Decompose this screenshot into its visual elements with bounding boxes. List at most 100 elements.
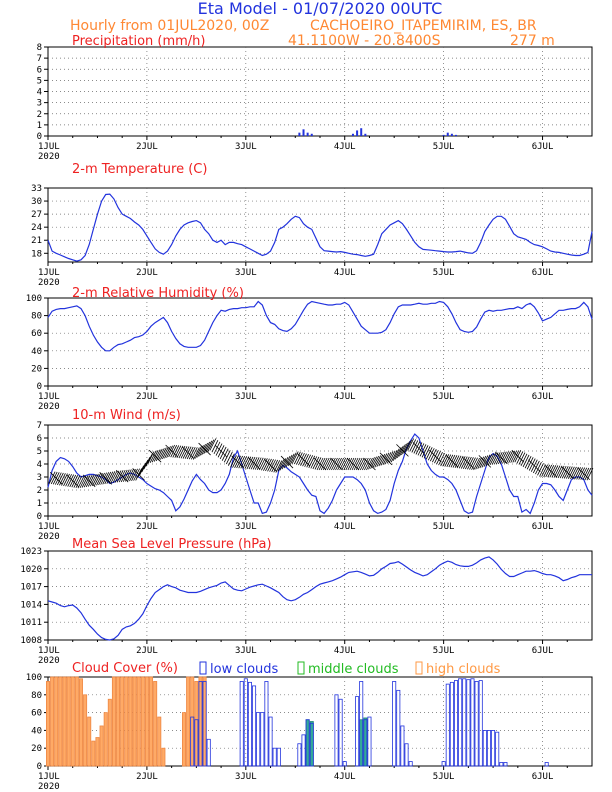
wind-barb — [559, 465, 567, 479]
wind-barb — [543, 464, 551, 478]
low-clouds-bar — [408, 761, 413, 767]
wind-barb — [120, 469, 128, 483]
wind-barb — [213, 441, 221, 455]
precip-xtick-label: 6JUL — [532, 142, 554, 152]
wind-barb — [114, 470, 122, 483]
wind-barb — [182, 446, 190, 459]
wind-barb — [438, 452, 445, 466]
wind-xtick-label: 1JUL — [38, 522, 60, 532]
clouds-xtick-label: 6JUL — [532, 772, 554, 782]
wind-barb — [160, 447, 167, 460]
temperature-ytick-label: 21 — [31, 236, 42, 246]
high-clouds-bar — [87, 716, 92, 767]
low-clouds-bar — [491, 730, 496, 767]
low-clouds-bar — [247, 681, 252, 767]
low-clouds-bar — [342, 761, 347, 767]
precip-bar — [360, 128, 363, 136]
wind-barb-staff — [528, 459, 541, 473]
precip-bar — [450, 133, 453, 136]
wind-barb-staff — [115, 469, 129, 483]
wind-barb — [246, 456, 254, 470]
humidity-xtick-label: 5JUL — [433, 392, 455, 402]
clouds-xtick-label: 3JUL — [235, 772, 257, 782]
pressure-ytick-label: 1023 — [20, 547, 42, 557]
precip-title: Precipitation (mm/h) — [72, 34, 205, 49]
wind-barb — [394, 447, 402, 460]
wind-barb — [106, 471, 114, 484]
low-clouds-bar — [190, 716, 195, 767]
wind-barb — [397, 445, 404, 458]
wind-barb — [277, 459, 285, 472]
wind-barb — [223, 450, 231, 463]
low-clouds-bar — [392, 681, 397, 767]
wind-barb — [500, 451, 507, 464]
wind-barb — [137, 465, 145, 478]
low-clouds-bar — [206, 738, 211, 767]
wind-barb — [122, 469, 130, 482]
wind-barb-staff — [280, 455, 294, 469]
high-clouds-bar — [198, 676, 203, 767]
wind-barb — [535, 461, 542, 475]
chart-title: Eta Model - 01/07/2020 00UTC — [198, 0, 443, 18]
wind-barb — [335, 457, 342, 471]
high-clouds-bar — [103, 712, 108, 767]
wind-barb — [141, 459, 149, 473]
precip-ytick-label: 7 — [37, 54, 42, 64]
wind-barb-staff — [264, 459, 277, 472]
wind-barb — [409, 439, 417, 452]
wind-barb-staff — [132, 468, 145, 481]
wind-barb — [551, 465, 559, 478]
low-clouds-bar — [239, 681, 244, 767]
wind-barb-staff — [544, 464, 558, 478]
precip-bar — [442, 134, 445, 136]
precip-xtick-label: 3JUL — [235, 142, 257, 152]
high-clouds-bar — [157, 716, 162, 767]
wind-barb — [207, 439, 215, 452]
wind-barb — [434, 450, 441, 464]
wind-barb — [176, 445, 184, 459]
wind-barb — [94, 473, 101, 486]
high-clouds-bar — [136, 676, 141, 767]
wind-barb — [221, 448, 229, 461]
humidity-ytick-label: 20 — [31, 364, 42, 374]
wind-barb — [133, 468, 140, 481]
wind-barb — [456, 455, 464, 469]
wind-barb — [271, 459, 279, 473]
low-clouds-bar — [309, 722, 314, 767]
wind-ytick-label: 1 — [37, 499, 42, 509]
high-clouds-bar — [144, 676, 149, 767]
wind-barb — [129, 468, 136, 482]
wind-barb — [180, 446, 188, 459]
wind-ytick-label: 4 — [37, 460, 42, 470]
low-clouds-bar — [355, 696, 360, 767]
wind-barb — [149, 450, 157, 464]
wind-barb — [407, 438, 415, 451]
wind-barb — [392, 448, 400, 461]
wind-barb — [533, 460, 540, 474]
high-clouds-bar — [66, 676, 71, 767]
high-clouds-bar — [83, 694, 88, 767]
wind-barb — [320, 457, 328, 471]
wind-barb — [460, 456, 468, 469]
wind-barb — [561, 466, 569, 479]
wind-barb — [450, 455, 458, 468]
wind-barb — [353, 457, 361, 471]
precip-bar — [364, 133, 367, 136]
wind-barb — [341, 457, 349, 471]
wind-ytick-label: 6 — [37, 434, 42, 444]
wind-barb — [155, 448, 163, 462]
temperature-ytick-label: 18 — [31, 249, 42, 259]
clouds-xtick-label: 1JUL — [38, 772, 60, 782]
wind-barb — [302, 454, 309, 467]
high-clouds-bar — [153, 681, 158, 767]
wind-barb — [324, 457, 332, 471]
wind-barb — [172, 445, 180, 458]
wind-barb — [405, 439, 412, 453]
precip-xtick-label: 5JUL — [433, 142, 455, 152]
wind-barb — [568, 466, 575, 479]
clouds-xtick-label: 5JUL — [433, 772, 455, 782]
humidity-xtick-label: 3JUL — [235, 392, 257, 402]
wind-barb-staff — [495, 451, 508, 465]
clouds-ytick-label: 60 — [31, 709, 42, 719]
high-clouds-bar — [70, 676, 75, 767]
